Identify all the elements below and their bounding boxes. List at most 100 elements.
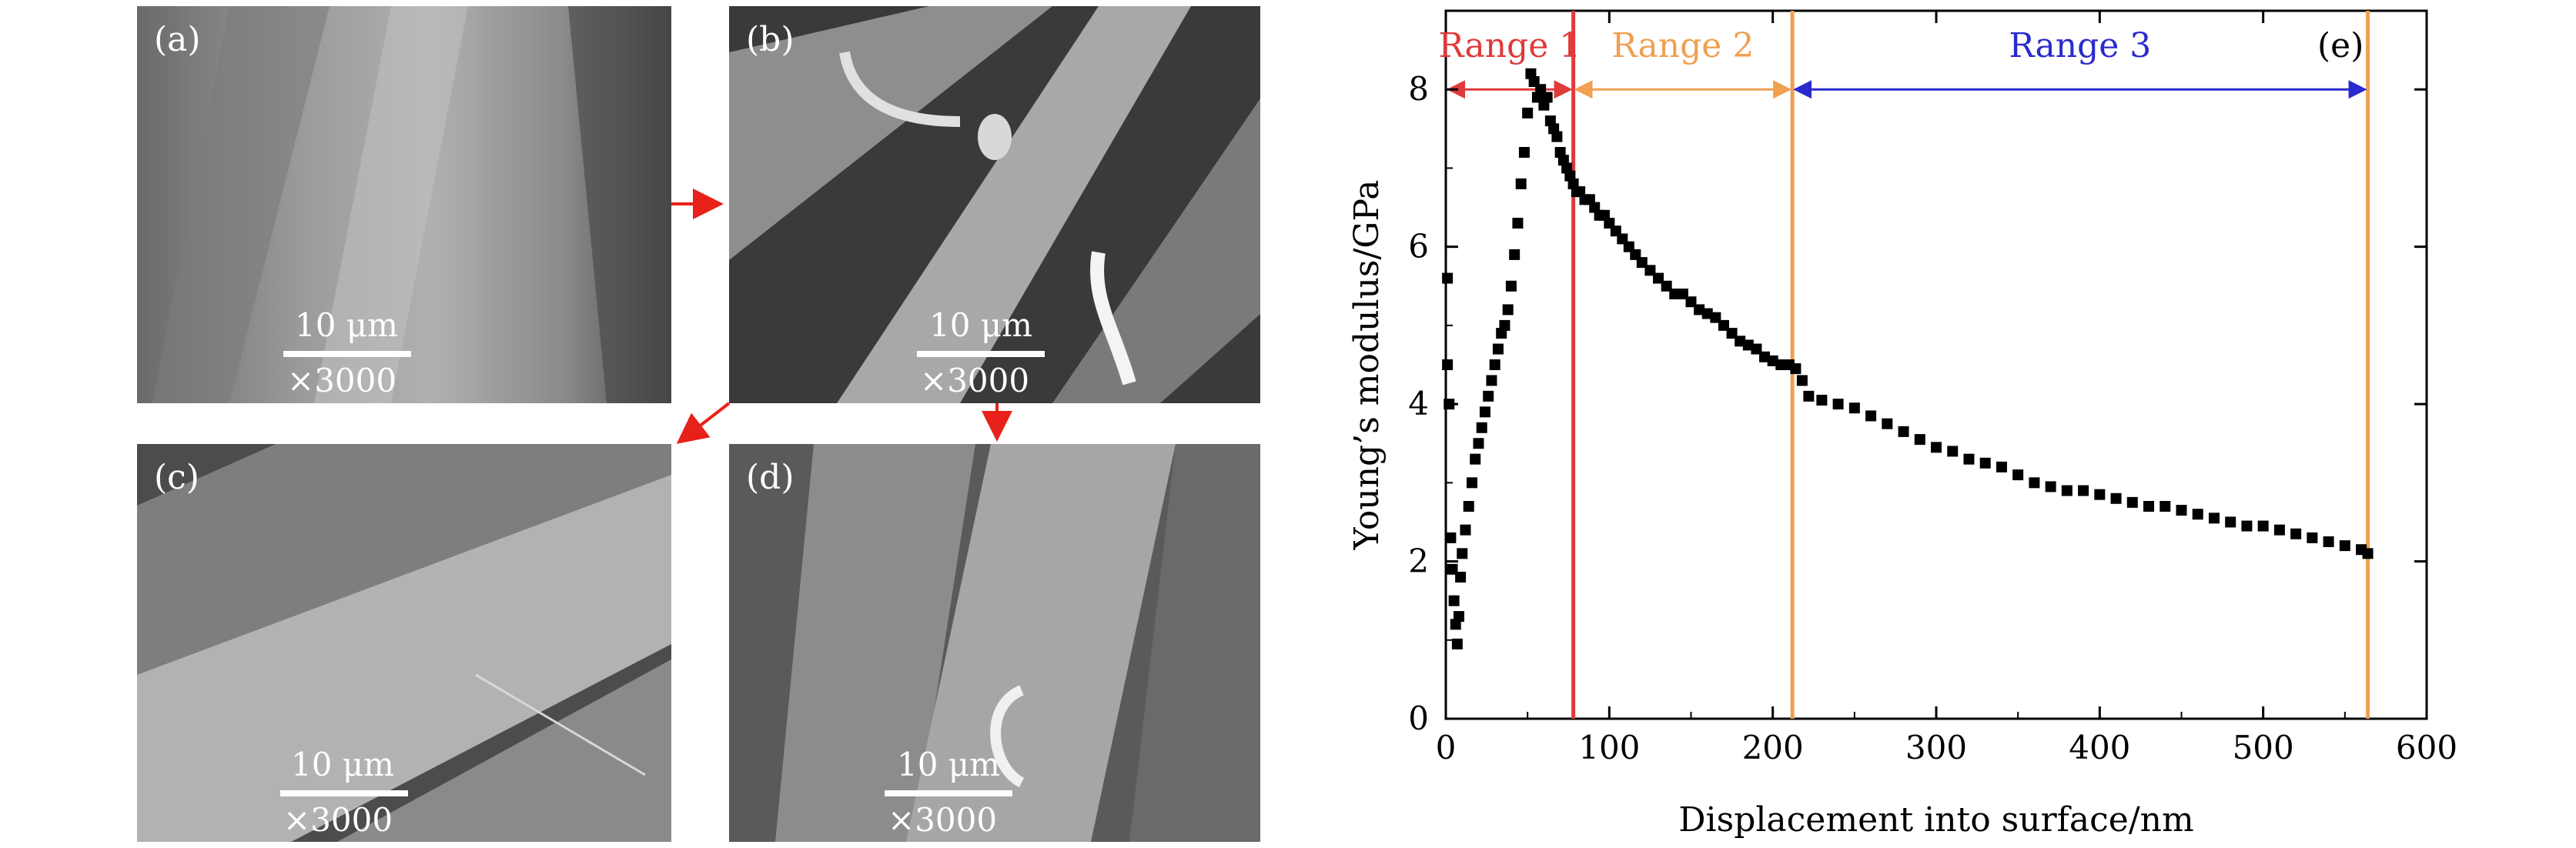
data-point-76 bbox=[1790, 363, 1802, 375]
data-point-4 bbox=[1447, 563, 1458, 575]
scale-length: 10 μm bbox=[291, 746, 394, 783]
scale-bar bbox=[885, 790, 1012, 796]
data-point-79 bbox=[1816, 395, 1828, 406]
panel-label: (b) bbox=[746, 20, 795, 59]
data-point-72 bbox=[1759, 351, 1771, 362]
youngs-modulus-chart: Range 1 Range 2 Range 3 0 100 200 300 400 500 60… bbox=[1347, 9, 2457, 840]
data-point-28 bbox=[1515, 178, 1527, 189]
sem-image-c bbox=[137, 444, 671, 842]
panel-label: (a) bbox=[154, 20, 201, 59]
data-point-15 bbox=[1473, 438, 1484, 449]
data-point-18 bbox=[1483, 390, 1494, 402]
range-annotations: Range 1 Range 2 Range 3 bbox=[1438, 11, 2370, 719]
data-point-85 bbox=[1914, 434, 1925, 446]
data-point-63 bbox=[1685, 296, 1697, 308]
data-point-74 bbox=[1775, 359, 1787, 370]
data-point-62 bbox=[1677, 289, 1688, 299]
data-point-113 bbox=[2362, 548, 2374, 559]
data-point-91 bbox=[2012, 469, 2024, 481]
data-point-30 bbox=[1522, 107, 1534, 119]
data-point-8 bbox=[1453, 611, 1464, 623]
data-point-23 bbox=[1499, 319, 1510, 331]
data-point-21 bbox=[1492, 343, 1504, 355]
data-point-96 bbox=[2094, 489, 2106, 500]
magnification: ×3000 bbox=[920, 362, 1030, 399]
sem-panel-c: (c) 10 μm ×3000 bbox=[137, 444, 671, 842]
data-point-57 bbox=[1636, 257, 1648, 269]
data-point-7 bbox=[1451, 638, 1463, 649]
data-point-11 bbox=[1460, 524, 1471, 536]
scale-bar bbox=[280, 790, 408, 796]
sem-image-d bbox=[729, 444, 1260, 842]
data-point-73 bbox=[1767, 355, 1778, 366]
x-tick-label: 300 bbox=[1905, 729, 1967, 766]
data-point-66 bbox=[1710, 312, 1721, 323]
data-point-71 bbox=[1751, 343, 1762, 355]
data-point-106 bbox=[2257, 520, 2269, 532]
panel-label: (d) bbox=[746, 458, 795, 497]
y-tick-label: 4 bbox=[1408, 385, 1429, 422]
data-point-111 bbox=[2339, 540, 2350, 552]
data-point-110 bbox=[2323, 536, 2334, 547]
panel-label: (c) bbox=[154, 458, 199, 497]
data-point-102 bbox=[2192, 509, 2203, 520]
data-point-104 bbox=[2225, 516, 2236, 528]
data-point-103 bbox=[2208, 512, 2220, 524]
data-point-12 bbox=[1463, 501, 1474, 512]
data-point-29 bbox=[1518, 147, 1530, 158]
magnification: ×3000 bbox=[283, 801, 393, 839]
data-point-78 bbox=[1803, 390, 1815, 402]
data-point-0 bbox=[1442, 272, 1454, 284]
data-point-39 bbox=[1551, 131, 1563, 142]
panel-label-e: (e) bbox=[2317, 26, 2364, 65]
data-point-92 bbox=[2029, 477, 2040, 489]
data-point-109 bbox=[2307, 532, 2318, 543]
arrow-b-to-c bbox=[676, 402, 731, 444]
data-point-10 bbox=[1457, 548, 1468, 559]
data-point-101 bbox=[2176, 505, 2187, 516]
data-point-27 bbox=[1512, 218, 1524, 229]
y-axis-ticks: 0 2 4 6 8 bbox=[1408, 70, 2427, 737]
x-tick-label: 100 bbox=[1578, 729, 1640, 766]
data-point-97 bbox=[2110, 492, 2122, 504]
data-point-64 bbox=[1694, 304, 1705, 315]
data-point-100 bbox=[2159, 501, 2171, 512]
sem-image-a bbox=[137, 6, 671, 403]
data-point-24 bbox=[1502, 304, 1514, 315]
data-point-98 bbox=[2126, 496, 2138, 508]
data-point-69 bbox=[1735, 336, 1746, 347]
data-point-9 bbox=[1455, 572, 1467, 583]
data-point-20 bbox=[1489, 359, 1500, 370]
data-point-89 bbox=[1979, 457, 1991, 469]
data-point-16 bbox=[1476, 422, 1487, 433]
data-point-87 bbox=[1947, 446, 1959, 457]
x-tick-label: 500 bbox=[2233, 729, 2294, 766]
data-point-36 bbox=[1541, 92, 1553, 103]
range-label-1: Range 1 bbox=[1438, 26, 1581, 65]
data-point-95 bbox=[2078, 485, 2089, 496]
data-point-86 bbox=[1931, 442, 1942, 453]
y-tick-label: 2 bbox=[1408, 543, 1429, 580]
data-point-99 bbox=[2143, 501, 2155, 512]
data-point-108 bbox=[2290, 528, 2302, 539]
x-axis-label: Displacement into surface/nm bbox=[1678, 800, 2193, 840]
data-point-80 bbox=[1832, 399, 1844, 410]
data-point-3 bbox=[1445, 532, 1457, 543]
data-point-25 bbox=[1505, 280, 1517, 292]
x-tick-label: 600 bbox=[2396, 729, 2457, 766]
data-point-93 bbox=[2045, 481, 2056, 492]
y-tick-label: 8 bbox=[1408, 70, 1429, 108]
x-axis-ticks: 0 100 200 300 400 500 600 bbox=[1436, 11, 2457, 766]
data-point-107 bbox=[2273, 524, 2285, 536]
x-tick-label: 200 bbox=[1742, 729, 1804, 766]
magnification: ×3000 bbox=[888, 801, 998, 839]
data-point-19 bbox=[1486, 375, 1497, 386]
data-point-94 bbox=[2061, 485, 2073, 496]
data-point-58 bbox=[1644, 265, 1656, 276]
data-point-88 bbox=[1963, 453, 1975, 465]
data-point-5 bbox=[1448, 595, 1460, 606]
data-point-26 bbox=[1509, 249, 1521, 260]
data-point-81 bbox=[1848, 402, 1860, 414]
range-label-2: Range 2 bbox=[1611, 26, 1754, 65]
sem-panel-a: (a) 10 μm ×3000 bbox=[137, 6, 671, 403]
